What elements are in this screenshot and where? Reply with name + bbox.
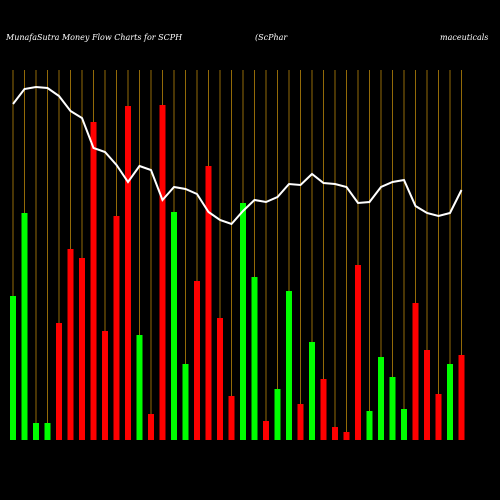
bar: [171, 212, 177, 440]
bar: [217, 318, 223, 440]
bar: [286, 291, 292, 440]
bar: [251, 277, 258, 440]
bar: [458, 355, 465, 440]
bar: [297, 404, 304, 440]
bar: [389, 377, 396, 440]
bar: [33, 423, 39, 440]
bar: [412, 303, 419, 440]
bar: [125, 106, 131, 440]
bar: [148, 414, 154, 440]
bar: [366, 411, 373, 440]
bar: [102, 331, 108, 440]
chart-title: MunafaSutra Money Flow Charts for SCPH: [5, 33, 183, 42]
bar: [320, 379, 327, 440]
bar: [435, 394, 442, 440]
bar: [332, 427, 338, 440]
bar: [136, 335, 143, 440]
bar: [355, 265, 361, 440]
bar: [159, 105, 166, 440]
bar: [90, 122, 97, 440]
bar: [401, 409, 407, 440]
bar: [447, 364, 453, 440]
bar: [194, 281, 200, 440]
bar: [56, 323, 62, 440]
chart-subtitle: maceuticals: [440, 33, 488, 42]
bar: [240, 203, 246, 440]
bar: [79, 258, 85, 440]
bar: [67, 249, 74, 440]
bar: [343, 432, 350, 440]
bar: [182, 364, 189, 440]
chart-subtitle: (ScPhar: [255, 33, 288, 42]
bar: [378, 357, 384, 440]
bar: [309, 342, 315, 440]
bar: [10, 296, 16, 440]
bar: [263, 421, 269, 440]
bar: [274, 389, 281, 440]
bar: [21, 213, 28, 440]
bar: [424, 350, 430, 440]
bar: [228, 396, 235, 440]
bar: [44, 423, 51, 440]
bar: [113, 216, 120, 440]
money-flow-line: [12, 85, 463, 226]
bar: [205, 166, 212, 440]
